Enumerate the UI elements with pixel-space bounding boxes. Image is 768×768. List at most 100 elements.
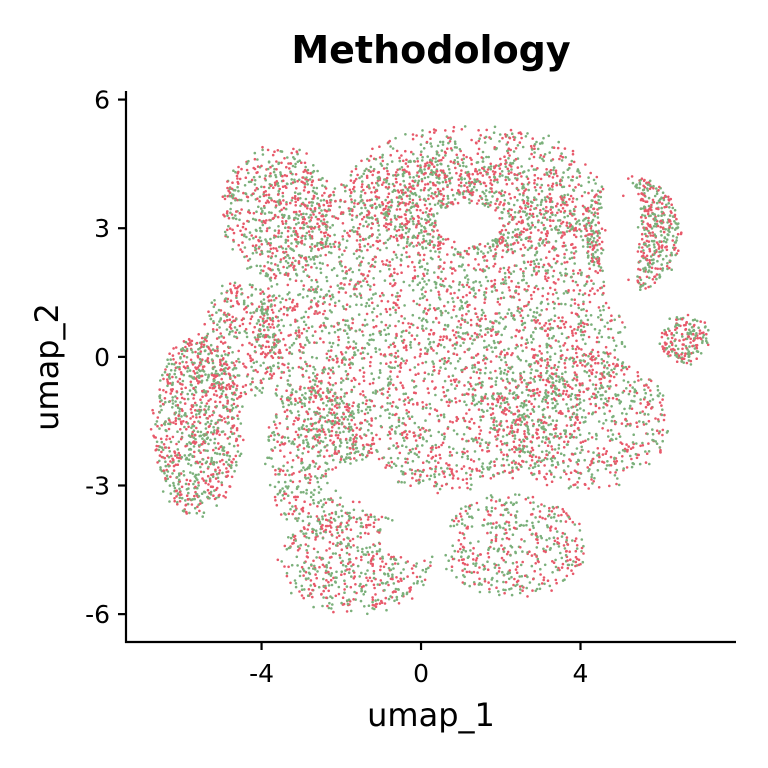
data-point [372, 404, 376, 408]
data-point [407, 220, 411, 224]
data-point [366, 579, 370, 582]
data-point [296, 401, 300, 405]
data-point [418, 436, 422, 440]
data-point [269, 242, 273, 245]
data-point [432, 196, 435, 200]
data-point [334, 466, 338, 469]
data-point [457, 539, 461, 542]
data-point [273, 150, 276, 153]
data-point [651, 278, 655, 281]
data-point [184, 345, 187, 349]
data-point [698, 329, 702, 332]
data-point [461, 581, 465, 584]
data-point [327, 251, 331, 254]
data-point [295, 487, 299, 491]
data-point [287, 217, 290, 220]
data-point [502, 296, 506, 300]
data-point [409, 484, 412, 488]
data-point [348, 553, 351, 556]
data-point [422, 329, 425, 332]
data-point [453, 342, 457, 346]
data-point [590, 323, 593, 326]
data-point [334, 240, 337, 244]
data-point [437, 177, 441, 180]
data-point [293, 191, 297, 194]
data-point [525, 460, 528, 464]
data-point [496, 549, 500, 553]
data-point [505, 536, 509, 540]
data-point [414, 447, 418, 450]
data-point [316, 222, 319, 225]
data-point [429, 434, 433, 438]
data-point [577, 325, 580, 329]
data-point [442, 194, 446, 198]
data-point [199, 398, 202, 402]
data-point [505, 377, 509, 381]
data-point [261, 145, 264, 149]
data-point [412, 582, 416, 585]
data-point [425, 439, 429, 443]
data-point [286, 494, 290, 498]
data-point [346, 418, 350, 421]
data-point [566, 168, 570, 171]
data-point [426, 350, 429, 353]
data-point [465, 312, 468, 316]
data-point [362, 215, 366, 219]
data-point [230, 397, 234, 401]
data-point [463, 575, 466, 579]
data-point [199, 470, 203, 474]
data-point [473, 366, 477, 369]
data-point [193, 372, 197, 375]
data-point [225, 454, 229, 457]
data-point [570, 311, 574, 315]
data-point [273, 167, 276, 171]
data-point [324, 584, 327, 588]
data-point [513, 437, 517, 440]
data-point [177, 451, 181, 455]
data-point [498, 217, 502, 220]
data-point [408, 417, 412, 421]
data-point [384, 466, 387, 469]
data-point [241, 385, 245, 389]
data-point [318, 436, 321, 439]
data-point [261, 148, 264, 152]
data-point [308, 364, 312, 368]
data-point [292, 210, 296, 214]
data-point [315, 341, 318, 345]
data-point [206, 488, 210, 492]
data-point [611, 336, 615, 340]
data-point [490, 334, 493, 338]
data-point [514, 493, 517, 496]
data-point [606, 460, 609, 463]
data-point [686, 313, 690, 317]
data-point [502, 371, 506, 375]
data-point [574, 222, 578, 225]
data-point [235, 464, 238, 467]
data-point [522, 193, 525, 197]
data-point [470, 483, 473, 487]
data-point [596, 234, 599, 238]
data-point [690, 326, 694, 329]
data-point [499, 448, 503, 452]
data-point [541, 157, 544, 161]
data-point [533, 569, 536, 573]
data-point [653, 194, 657, 198]
data-point [494, 435, 497, 438]
data-point [405, 158, 408, 162]
data-point [663, 413, 666, 417]
data-point [318, 311, 321, 314]
data-point [578, 389, 581, 392]
data-point [352, 376, 356, 380]
data-point [602, 406, 605, 409]
data-point [454, 269, 457, 272]
data-point [282, 497, 286, 500]
data-point [482, 354, 486, 358]
data-point [574, 226, 577, 230]
data-point [286, 366, 290, 369]
data-point [278, 210, 282, 213]
data-point [495, 178, 499, 181]
data-point [658, 245, 661, 248]
data-point [451, 472, 454, 475]
data-point [543, 226, 547, 230]
data-point [435, 169, 439, 173]
